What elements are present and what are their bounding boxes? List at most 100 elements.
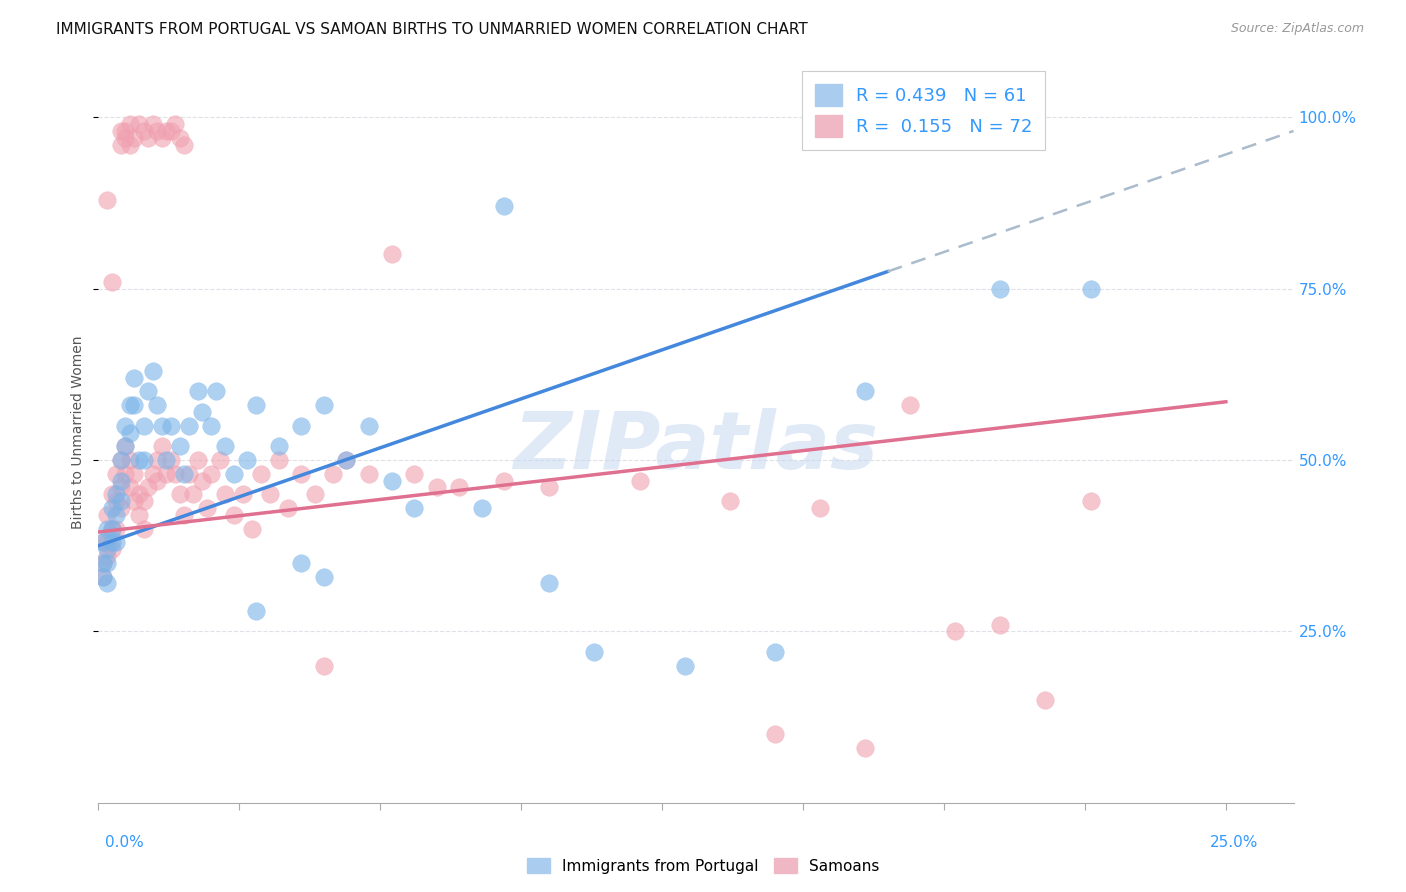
Point bbox=[132, 124, 155, 138]
Point bbox=[898, 398, 921, 412]
Legend: Immigrants from Portugal, Samoans: Immigrants from Portugal, Samoans bbox=[520, 852, 886, 880]
Point bbox=[132, 522, 155, 536]
Point bbox=[169, 487, 191, 501]
Point bbox=[357, 467, 380, 481]
Point bbox=[146, 124, 169, 138]
Point bbox=[290, 467, 312, 481]
Text: IMMIGRANTS FROM PORTUGAL VS SAMOAN BIRTHS TO UNMARRIED WOMEN CORRELATION CHART: IMMIGRANTS FROM PORTUGAL VS SAMOAN BIRTH… bbox=[56, 22, 808, 37]
Point bbox=[1080, 282, 1102, 296]
Point bbox=[118, 398, 141, 412]
Point bbox=[96, 535, 118, 549]
Point bbox=[101, 275, 124, 289]
Point bbox=[110, 474, 132, 488]
Point bbox=[101, 487, 124, 501]
Point bbox=[91, 569, 114, 583]
Point bbox=[118, 137, 141, 152]
Point bbox=[110, 480, 132, 494]
Point bbox=[136, 131, 159, 145]
Point bbox=[322, 467, 344, 481]
Point bbox=[155, 453, 177, 467]
Point bbox=[105, 535, 128, 549]
Point bbox=[181, 487, 204, 501]
Point bbox=[471, 501, 494, 516]
Point bbox=[267, 453, 290, 467]
Point bbox=[128, 117, 150, 131]
Point bbox=[101, 522, 124, 536]
Point bbox=[853, 741, 876, 756]
Point bbox=[101, 522, 124, 536]
Point bbox=[110, 453, 132, 467]
Point bbox=[187, 453, 209, 467]
Point bbox=[245, 398, 267, 412]
Point bbox=[232, 487, 254, 501]
Point bbox=[200, 418, 222, 433]
Point bbox=[204, 384, 226, 399]
Point bbox=[195, 501, 218, 516]
Point bbox=[96, 522, 118, 536]
Point bbox=[124, 467, 146, 481]
Point bbox=[128, 508, 150, 522]
Point bbox=[404, 501, 426, 516]
Text: 0.0%: 0.0% bbox=[105, 836, 145, 850]
Point bbox=[304, 487, 326, 501]
Point bbox=[128, 487, 150, 501]
Point bbox=[312, 569, 335, 583]
Point bbox=[191, 474, 214, 488]
Point bbox=[128, 453, 150, 467]
Point bbox=[165, 117, 187, 131]
Point bbox=[105, 522, 128, 536]
Point bbox=[150, 439, 173, 453]
Point bbox=[124, 494, 146, 508]
Point bbox=[222, 508, 245, 522]
Point bbox=[141, 364, 163, 378]
Point bbox=[240, 522, 263, 536]
Point bbox=[290, 556, 312, 570]
Point bbox=[136, 384, 159, 399]
Point bbox=[808, 501, 831, 516]
Point bbox=[110, 137, 132, 152]
Point bbox=[124, 131, 146, 145]
Point bbox=[177, 418, 200, 433]
Point bbox=[155, 124, 177, 138]
Point bbox=[110, 124, 132, 138]
Point bbox=[494, 474, 516, 488]
Point bbox=[763, 645, 786, 659]
Point bbox=[191, 405, 214, 419]
Point bbox=[141, 467, 163, 481]
Text: 25.0%: 25.0% bbox=[1211, 836, 1258, 850]
Point bbox=[110, 494, 132, 508]
Point bbox=[380, 247, 402, 261]
Point bbox=[404, 467, 426, 481]
Point bbox=[118, 480, 141, 494]
Point bbox=[105, 494, 128, 508]
Point bbox=[118, 117, 141, 131]
Point bbox=[426, 480, 449, 494]
Point bbox=[101, 535, 124, 549]
Point bbox=[990, 282, 1012, 296]
Point bbox=[1080, 494, 1102, 508]
Point bbox=[105, 508, 128, 522]
Legend: R = 0.439   N = 61, R =  0.155   N = 72: R = 0.439 N = 61, R = 0.155 N = 72 bbox=[803, 71, 1046, 150]
Point bbox=[114, 124, 136, 138]
Point bbox=[583, 645, 606, 659]
Point bbox=[449, 480, 471, 494]
Text: ZIPatlas: ZIPatlas bbox=[513, 409, 879, 486]
Point bbox=[277, 501, 299, 516]
Point bbox=[141, 117, 163, 131]
Point bbox=[118, 425, 141, 440]
Point bbox=[96, 193, 118, 207]
Point bbox=[200, 467, 222, 481]
Point bbox=[538, 576, 561, 591]
Point bbox=[177, 467, 200, 481]
Point bbox=[91, 556, 114, 570]
Point bbox=[267, 439, 290, 453]
Point bbox=[335, 453, 357, 467]
Text: Source: ZipAtlas.com: Source: ZipAtlas.com bbox=[1230, 22, 1364, 36]
Point bbox=[155, 467, 177, 481]
Point bbox=[312, 398, 335, 412]
Point bbox=[105, 487, 128, 501]
Point bbox=[187, 384, 209, 399]
Point bbox=[380, 474, 402, 488]
Point bbox=[91, 556, 114, 570]
Point bbox=[357, 418, 380, 433]
